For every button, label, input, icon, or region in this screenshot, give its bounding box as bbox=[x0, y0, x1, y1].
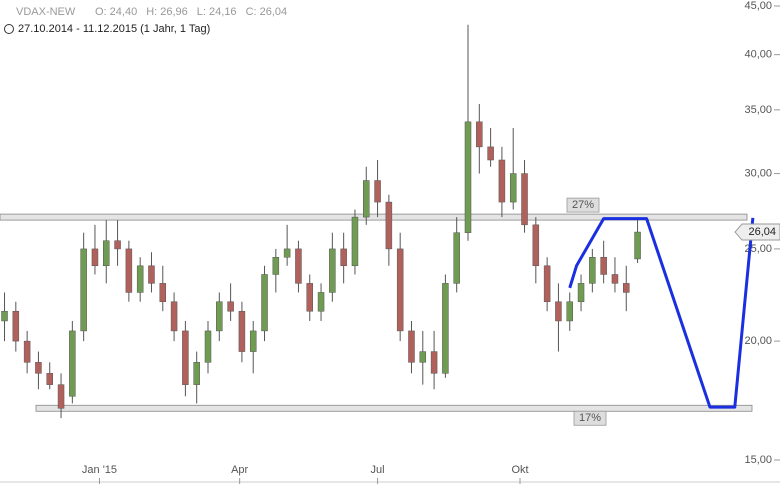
level-band bbox=[0, 213, 748, 221]
candle-body bbox=[476, 121, 483, 148]
candle-body bbox=[589, 257, 596, 284]
last-price-marker bbox=[734, 223, 780, 241]
last-price-label: 26,04 bbox=[748, 226, 776, 238]
candle-body bbox=[464, 121, 472, 233]
x-tick-label: Okt bbox=[511, 464, 528, 476]
candle-body bbox=[363, 180, 370, 218]
candle-body bbox=[374, 180, 381, 203]
level-label-box bbox=[566, 197, 600, 213]
candle-body bbox=[159, 283, 167, 302]
candle-body bbox=[80, 248, 87, 332]
y-tick-label: 45,00 bbox=[744, 0, 772, 12]
y-tick-label: 20,00 bbox=[744, 335, 772, 347]
candle-body bbox=[600, 257, 607, 275]
candle-body bbox=[408, 330, 415, 363]
subtitle: 27.10.2014 - 11.12.2015 (1 Jahr, 1 Tag) bbox=[18, 23, 210, 35]
candle-body bbox=[577, 283, 585, 302]
candle-body bbox=[125, 248, 133, 293]
candle-body bbox=[182, 330, 189, 385]
candle-body bbox=[509, 173, 517, 203]
candle-body bbox=[317, 292, 325, 312]
candle-body bbox=[272, 257, 280, 275]
candle-body bbox=[1, 310, 8, 322]
candle-body bbox=[543, 265, 551, 302]
candle-body bbox=[57, 384, 65, 409]
candle-body bbox=[521, 173, 528, 226]
candle-body bbox=[69, 330, 76, 397]
y-tick-label: 40,00 bbox=[744, 49, 772, 61]
candle-body bbox=[396, 248, 404, 332]
candle-body bbox=[148, 265, 155, 284]
candle-body bbox=[566, 301, 573, 322]
candle-body bbox=[611, 274, 619, 284]
candle-body bbox=[385, 201, 393, 250]
candle-body bbox=[204, 330, 212, 363]
level-label-box bbox=[573, 410, 607, 426]
ohlc-label: L: 24,16 bbox=[197, 6, 237, 18]
candle-body bbox=[487, 146, 494, 161]
candle-body bbox=[340, 248, 347, 267]
candle-body bbox=[103, 240, 110, 267]
candle-body bbox=[623, 283, 630, 293]
clock-icon bbox=[4, 24, 14, 34]
candle-body bbox=[23, 340, 31, 363]
candle-body bbox=[351, 216, 359, 267]
candle-body bbox=[295, 248, 302, 284]
candle-body bbox=[283, 248, 291, 258]
level-band bbox=[35, 404, 753, 412]
candle-body bbox=[114, 240, 121, 250]
candle-body bbox=[634, 231, 641, 260]
candle-body bbox=[442, 283, 449, 374]
candle-body bbox=[555, 301, 562, 322]
ohlc-label: C: 26,04 bbox=[246, 6, 288, 18]
y-tick-label: 30,00 bbox=[744, 167, 772, 179]
chart-title: VDAX-NEW bbox=[16, 6, 76, 18]
x-tick-label: Jan '15 bbox=[82, 464, 117, 476]
level-label: 27% bbox=[572, 199, 594, 211]
candle-body bbox=[306, 283, 313, 312]
x-tick-label: Apr bbox=[231, 464, 248, 476]
candle-body bbox=[46, 373, 53, 385]
candle-body bbox=[12, 310, 20, 342]
candle-body bbox=[91, 248, 99, 267]
ohlc-label: H: 26,96 bbox=[146, 6, 188, 18]
x-tick-label: Jul bbox=[371, 464, 385, 476]
candle-body bbox=[453, 232, 460, 284]
candle-body bbox=[261, 274, 268, 332]
y-tick-label: 35,00 bbox=[744, 104, 772, 116]
candle-body bbox=[216, 301, 223, 332]
candle-body bbox=[329, 248, 336, 293]
candle-body bbox=[227, 301, 234, 312]
candle-body bbox=[430, 351, 438, 374]
y-tick-label: 15,00 bbox=[744, 454, 772, 466]
candle-body bbox=[35, 362, 42, 374]
candle-body bbox=[170, 301, 178, 332]
ohlc-label: O: 24,40 bbox=[95, 6, 137, 18]
candle-body bbox=[532, 224, 540, 267]
candle-body bbox=[249, 330, 257, 352]
candle-body bbox=[238, 310, 246, 352]
candle-body bbox=[498, 159, 506, 203]
candle-body bbox=[136, 265, 144, 293]
candle-body bbox=[193, 362, 200, 385]
level-label: 17% bbox=[579, 412, 601, 424]
projection-line bbox=[568, 217, 755, 409]
candle-body bbox=[419, 351, 427, 363]
